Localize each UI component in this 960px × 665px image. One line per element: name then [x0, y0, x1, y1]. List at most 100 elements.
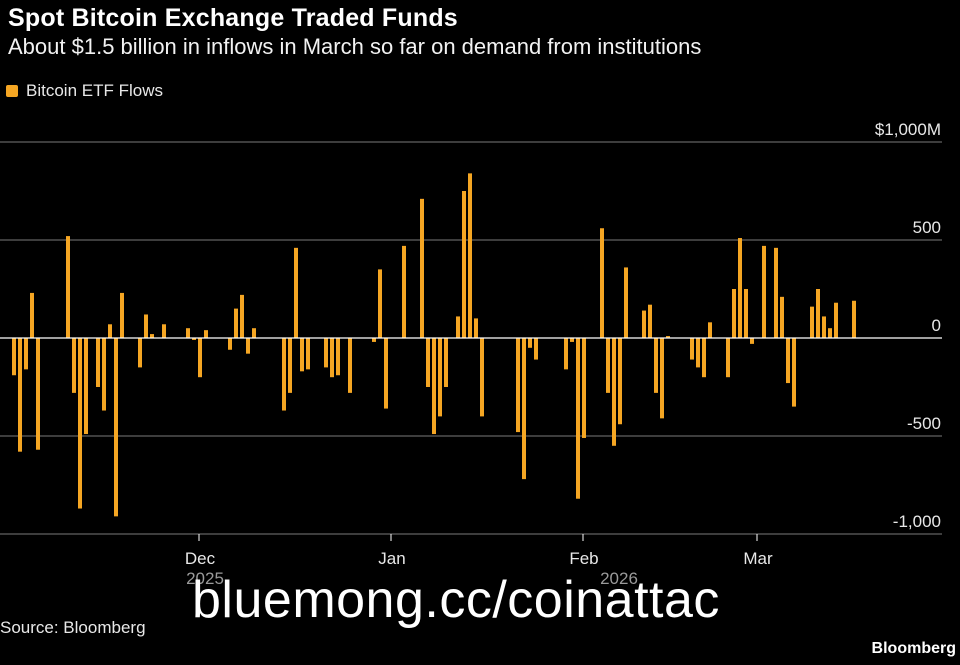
bar [666, 336, 670, 338]
bar [612, 338, 616, 446]
y-tick-label: 0 [932, 316, 941, 335]
bar [468, 173, 472, 338]
bar [474, 318, 478, 338]
bar [780, 296, 784, 338]
bar [480, 338, 484, 417]
bar [294, 247, 298, 338]
bar [828, 328, 832, 338]
bar [240, 294, 244, 338]
bar [234, 308, 238, 338]
bar [660, 338, 664, 419]
bar [306, 338, 310, 370]
bar [696, 338, 700, 368]
bar [84, 338, 88, 435]
bar [252, 328, 256, 338]
bar [654, 338, 658, 393]
y-tick-label: -500 [907, 414, 941, 433]
bar [36, 338, 40, 450]
source-note: Source: Bloomberg [0, 618, 146, 637]
legend: Bitcoin ETF Flows [6, 80, 163, 102]
bar [204, 330, 208, 338]
bar [750, 338, 754, 344]
bar [336, 338, 340, 376]
x-tick-label: Feb [569, 549, 598, 568]
bar [834, 302, 838, 338]
y-tick-label: -1,000 [893, 512, 941, 531]
bar [330, 338, 334, 378]
chart-title: Spot Bitcoin Exchange Traded Funds [8, 4, 458, 32]
bar [570, 338, 574, 342]
bar [774, 247, 778, 338]
bar [702, 338, 706, 378]
bar [186, 328, 190, 338]
bar [516, 338, 520, 433]
bar [192, 338, 196, 340]
x-tick-label: Jan [378, 549, 405, 568]
bar [378, 269, 382, 338]
bar [108, 324, 112, 338]
bar [66, 236, 70, 338]
bar [522, 338, 526, 480]
bar [198, 338, 202, 378]
bar [576, 338, 580, 499]
x-tick-label: Mar [743, 549, 773, 568]
bar [762, 245, 766, 338]
bar [600, 228, 604, 338]
bar [810, 306, 814, 338]
y-tick-label: $1,000M [875, 120, 941, 139]
bar [432, 338, 436, 435]
bar [726, 338, 730, 378]
bar [438, 338, 442, 417]
bar [282, 338, 286, 411]
bar [624, 267, 628, 338]
bar [732, 289, 736, 338]
bar [114, 338, 118, 517]
bar [150, 334, 154, 338]
bar [642, 310, 646, 338]
bar [786, 338, 790, 384]
bar [528, 338, 532, 348]
bar [462, 191, 466, 338]
bar [852, 300, 856, 338]
bar [534, 338, 538, 360]
bar [324, 338, 328, 368]
bar [792, 338, 796, 407]
bar [78, 338, 82, 509]
legend-label: Bitcoin ETF Flows [26, 81, 163, 100]
bar [12, 338, 16, 376]
bar [456, 316, 460, 338]
bar [738, 238, 742, 338]
bar [582, 338, 586, 438]
bar [144, 314, 148, 338]
y-tick-label: 500 [913, 218, 941, 237]
bar [618, 338, 622, 425]
bar [822, 316, 826, 338]
bar [348, 338, 352, 393]
bar [18, 338, 22, 452]
bar [288, 338, 292, 393]
legend-swatch [6, 85, 18, 97]
bar [228, 338, 232, 350]
bar [30, 292, 34, 338]
bar [246, 338, 250, 354]
bar [564, 338, 568, 370]
year-label: 2025 [186, 569, 224, 588]
bar [648, 304, 652, 338]
bar [72, 338, 76, 393]
bar [162, 324, 166, 338]
bar [708, 322, 712, 338]
bar [96, 338, 100, 387]
bar [102, 338, 106, 411]
x-tick-label: Dec [185, 549, 216, 568]
bar [372, 338, 376, 342]
watermark-text: bluemong.cc/coinattac [192, 571, 720, 629]
bar [300, 338, 304, 372]
bar [816, 289, 820, 338]
bar [138, 338, 142, 368]
bar [426, 338, 430, 387]
bar [606, 338, 610, 393]
bar [690, 338, 694, 360]
bar [402, 245, 406, 338]
year-label: 2026 [600, 569, 638, 588]
